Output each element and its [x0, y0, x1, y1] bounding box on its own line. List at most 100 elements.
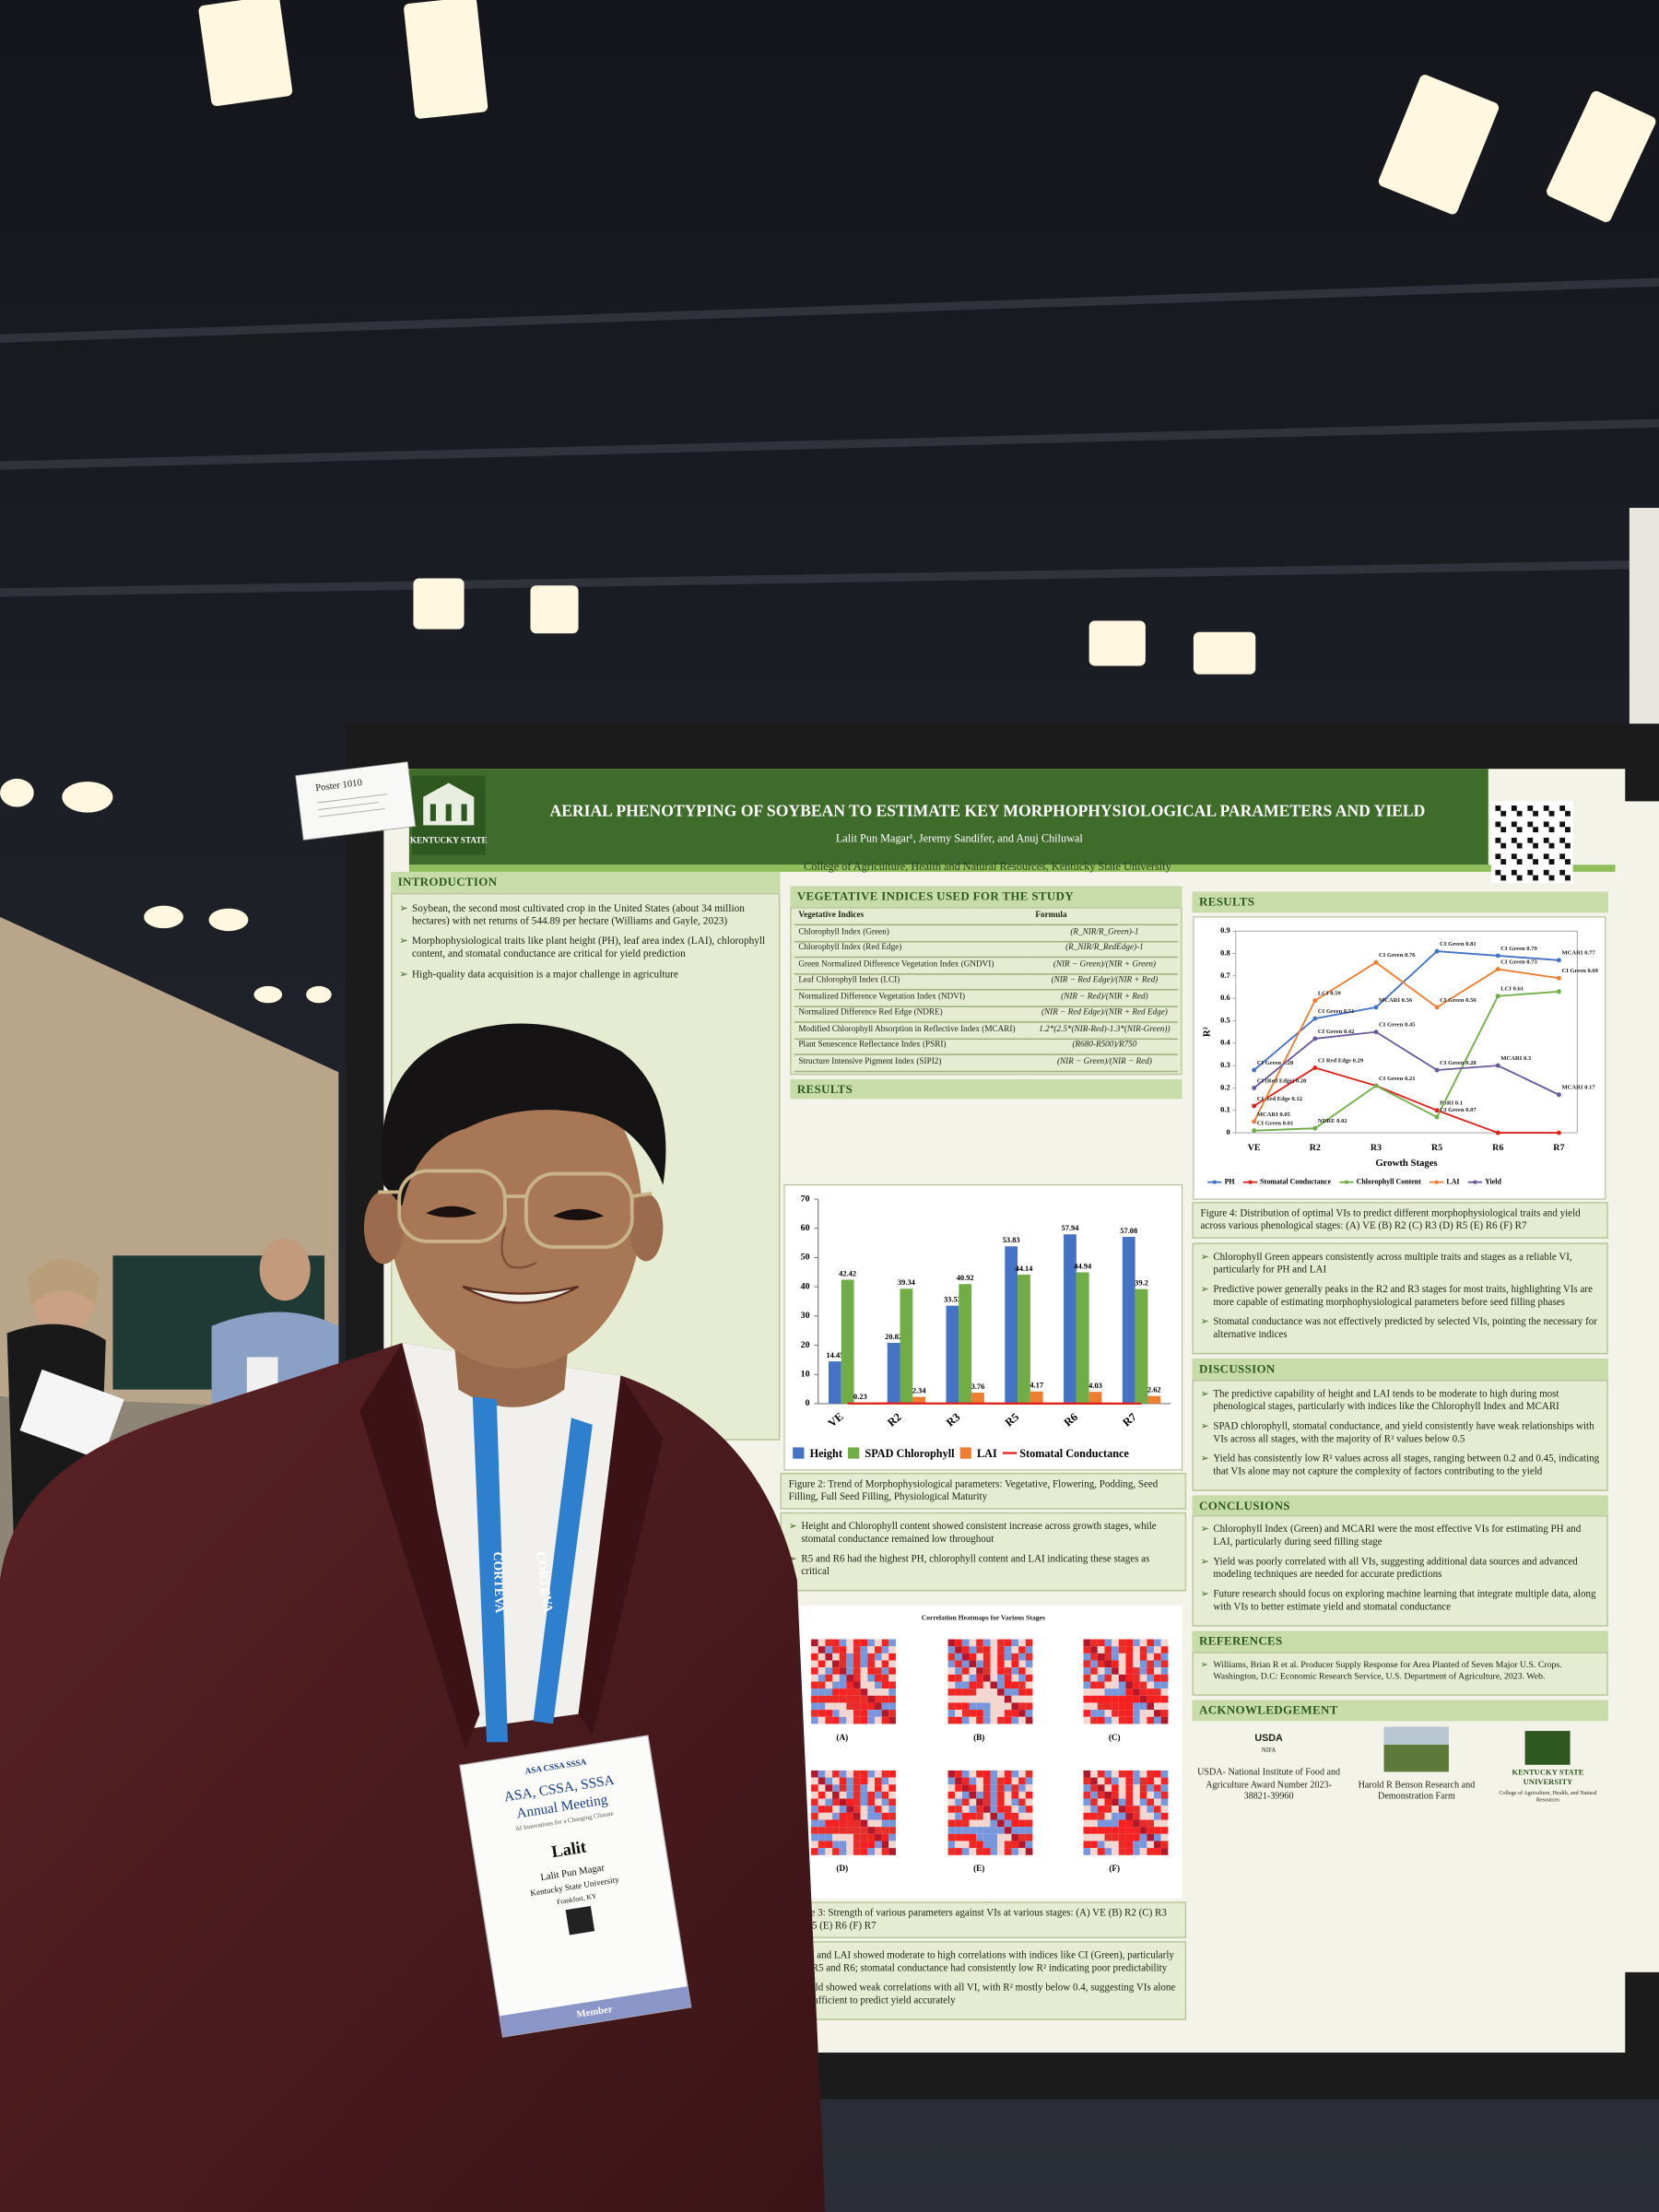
heatmap-cell — [1139, 1660, 1147, 1668]
heatmap-cell — [860, 1660, 868, 1668]
heatmap-cell — [874, 1716, 882, 1724]
ksu-text: KENTUCKY STATE UNIVERSITY — [1512, 1769, 1584, 1788]
qr-cell — [1511, 837, 1517, 843]
heatmap-cell — [867, 1833, 875, 1841]
heatmap-cell — [976, 1848, 983, 1855]
formula: (R680-R500)/R750 — [1030, 1038, 1179, 1056]
point — [1556, 1130, 1561, 1135]
heatmap-cell — [1104, 1702, 1112, 1711]
heatmap-cell — [1011, 1688, 1019, 1696]
heatmap-cell — [1139, 1770, 1147, 1778]
heatmap-cell — [846, 1798, 854, 1806]
heatmap-cell — [1104, 1841, 1112, 1849]
heatmap-cell — [1139, 1806, 1147, 1813]
heatmap-cell — [853, 1681, 861, 1689]
heatmap-cell — [1147, 1695, 1155, 1703]
heatmap-cell — [1090, 1660, 1098, 1668]
heatmap-cell — [990, 1674, 998, 1682]
heatmap-cell — [839, 1667, 847, 1675]
heatmap-cell — [982, 1639, 991, 1647]
y-tick-label: 0.1 — [1220, 1106, 1230, 1114]
heatmap-cell — [811, 1674, 818, 1682]
bullet-list: The predictive capability of height and … — [1201, 1388, 1600, 1478]
heatmap-cell — [860, 1653, 868, 1661]
heatmap-cell — [997, 1848, 1005, 1855]
heatmap-cell — [990, 1841, 998, 1849]
heatmap-cell — [818, 1812, 826, 1820]
heatmap-cell — [839, 1639, 847, 1647]
heatmap-cell — [976, 1819, 983, 1828]
formula: 1.2*(2.5*(NIR-Red)-1.3*(NIR-Green)) — [1030, 1022, 1179, 1040]
point-label: CI Green 0.28 — [1440, 1060, 1477, 1066]
heatmap-cell — [947, 1791, 956, 1799]
heatmap-cell — [1025, 1784, 1033, 1792]
heatmap-cell — [997, 1639, 1005, 1647]
heatmap-cell — [846, 1841, 854, 1849]
heatmap-cell — [1118, 1827, 1126, 1834]
heatmap-cell — [969, 1806, 977, 1813]
heatmap-cell — [1097, 1639, 1105, 1647]
point — [1495, 1130, 1500, 1135]
heatmap-cell — [976, 1784, 983, 1792]
heatmap-cell — [1133, 1784, 1140, 1792]
heatmap-cell — [853, 1710, 861, 1717]
heatmap-cell — [839, 1848, 847, 1855]
heatmap-cell — [1011, 1819, 1019, 1828]
heatmap-cell — [1154, 1791, 1161, 1799]
heatmap-cell — [853, 1688, 861, 1696]
heatmap-cell — [839, 1791, 847, 1799]
y-tick-label: 10 — [801, 1370, 810, 1380]
heatmap-cell — [982, 1841, 991, 1849]
heatmap-cell — [1011, 1812, 1019, 1820]
heatmap-cell — [888, 1770, 896, 1778]
heatmap-cell — [947, 1716, 956, 1724]
heatmap-cell — [1147, 1791, 1155, 1799]
heatmap-cell — [955, 1841, 962, 1849]
heatmap-cell — [846, 1833, 854, 1841]
heatmap-cell — [1011, 1695, 1019, 1703]
heatmap-cell — [839, 1812, 847, 1820]
heatmap-cell — [825, 1681, 833, 1689]
heatmap-cell — [961, 1674, 970, 1682]
heatmap-cell — [1090, 1710, 1098, 1717]
heatmap-cell — [1112, 1819, 1119, 1828]
heatmap-cell — [846, 1827, 854, 1834]
y-tick-label: 40 — [801, 1281, 810, 1291]
heatmap-cell — [888, 1646, 896, 1653]
heatmap-cell — [1025, 1806, 1033, 1813]
data-label: 39.2 — [1135, 1278, 1148, 1287]
heatmap-cell — [1133, 1646, 1140, 1653]
qr-cell — [1495, 837, 1501, 843]
heatmap-cell — [832, 1812, 840, 1820]
data-label: 42.42 — [839, 1269, 856, 1277]
line-chart-frame — [1193, 916, 1606, 1200]
heatmap-cell — [1090, 1702, 1098, 1711]
heatmap-cell — [811, 1841, 818, 1849]
heatmap-cell — [961, 1702, 970, 1711]
heatmap-cell — [947, 1784, 956, 1792]
heatmap-cell — [990, 1667, 998, 1675]
heatmap-cell — [1160, 1819, 1169, 1828]
heatmap-cell — [1018, 1819, 1026, 1828]
heatmap-cell — [1133, 1812, 1140, 1820]
heatmap-cell — [1004, 1660, 1012, 1668]
point — [1556, 1092, 1561, 1098]
bullet-list: PH and LAI showed moderate to high corre… — [789, 1949, 1178, 2007]
bullet: Stomatal conductance was not effectively… — [1201, 1316, 1600, 1342]
heatmap-cell — [969, 1819, 977, 1828]
heatmap-cell — [1139, 1791, 1147, 1799]
heatmap-cell — [976, 1777, 983, 1785]
bullet-list: Soybean, the second most cultivated crop… — [399, 900, 771, 980]
heatmap-cell — [1011, 1681, 1019, 1689]
qr-cell — [1516, 875, 1523, 881]
index-name: Normalized Difference Vegetation Index (… — [794, 989, 1031, 1007]
bullet: Yield has consistently low R² values acr… — [1201, 1453, 1600, 1478]
heatmap-cell — [955, 1848, 962, 1855]
heatmap-cell — [1090, 1695, 1098, 1703]
heatmap-cell — [860, 1716, 868, 1724]
heatmap-cell — [1154, 1681, 1161, 1689]
heatmap-cell — [982, 1681, 991, 1689]
heatmap-cell — [811, 1791, 818, 1799]
heatmap-cell — [888, 1702, 896, 1711]
bar — [1005, 1246, 1018, 1404]
